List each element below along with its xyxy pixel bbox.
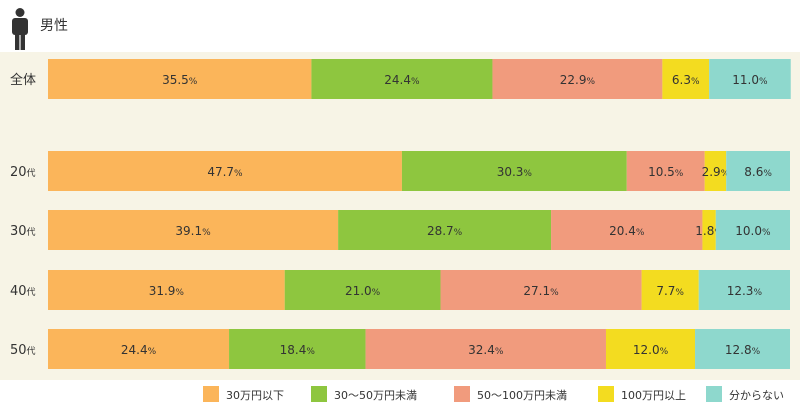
category-label: 50代 bbox=[10, 343, 36, 358]
data-label: 10.0% bbox=[735, 224, 771, 238]
data-label: 6.3% bbox=[672, 73, 700, 87]
bar-segment bbox=[284, 270, 441, 310]
legend-label: 分からない bbox=[729, 389, 784, 402]
data-label: 47.7% bbox=[207, 165, 243, 179]
legend-swatch bbox=[454, 386, 470, 402]
bar-segment bbox=[48, 59, 312, 99]
person-icon bbox=[12, 8, 28, 50]
bar-segment bbox=[48, 329, 230, 369]
data-label: 12.3% bbox=[727, 284, 763, 298]
chart-header: 男性 bbox=[0, 0, 800, 52]
category-label: 40代 bbox=[10, 284, 36, 299]
data-label: 28.7% bbox=[427, 224, 463, 238]
data-label: 2.9% bbox=[702, 165, 730, 179]
data-label: 18.4% bbox=[280, 343, 316, 357]
category-label: 20代 bbox=[10, 165, 36, 180]
legend-swatch bbox=[311, 386, 327, 402]
data-label: 11.0% bbox=[732, 73, 768, 87]
data-label: 7.7% bbox=[656, 284, 684, 298]
bar-segment bbox=[311, 59, 493, 99]
bar-segment bbox=[698, 270, 790, 310]
legend-label: 30～50万円未満 bbox=[334, 389, 417, 402]
data-label: 20.4% bbox=[609, 224, 645, 238]
bar-segment bbox=[440, 270, 642, 310]
legend-label: 100万円以上 bbox=[621, 389, 686, 402]
data-label: 24.4% bbox=[121, 343, 157, 357]
bar-segment bbox=[401, 151, 627, 191]
data-label: 27.1% bbox=[523, 284, 559, 298]
bar-segment bbox=[48, 270, 285, 310]
category-label: 全体 bbox=[10, 72, 36, 88]
bar-segment bbox=[338, 210, 552, 250]
data-label: 32.4% bbox=[468, 343, 504, 357]
data-label: 12.0% bbox=[633, 343, 669, 357]
bar-segment bbox=[702, 210, 716, 250]
chart-legend: 30万円以下 30～50万円未満 50～100万円未満 100万円以上 分からな… bbox=[0, 380, 800, 410]
chart-title: 男性 bbox=[40, 18, 68, 34]
bar-segment bbox=[726, 151, 790, 191]
data-label: 10.5% bbox=[648, 165, 684, 179]
legend-swatch bbox=[706, 386, 722, 402]
legend-label: 30万円以下 bbox=[226, 389, 284, 402]
chart-panel: 全体 35.5% 24.4% 22.9% 6.3% 11.0% 20代 47.7% 30.3% 1… bbox=[0, 52, 800, 380]
bar-segment bbox=[709, 59, 791, 99]
bar-segment bbox=[704, 151, 727, 191]
data-label: 8.6% bbox=[744, 165, 772, 179]
bar-segment bbox=[48, 151, 402, 191]
bar-segment bbox=[695, 329, 790, 369]
legend-swatch bbox=[203, 386, 219, 402]
legend-swatch bbox=[598, 386, 614, 402]
bar-segment bbox=[365, 329, 606, 369]
data-label: 31.9% bbox=[149, 284, 185, 298]
data-label: 21.0% bbox=[345, 284, 381, 298]
data-label: 39.1% bbox=[175, 224, 211, 238]
data-label: 30.3% bbox=[497, 165, 533, 179]
data-label: 22.9% bbox=[560, 73, 596, 87]
data-label: 35.5% bbox=[162, 73, 198, 87]
legend-label: 50～100万円未満 bbox=[477, 389, 567, 402]
bar-segment bbox=[492, 59, 663, 99]
bar-segment bbox=[605, 329, 696, 369]
data-label: 12.8% bbox=[725, 343, 761, 357]
data-label: 24.4% bbox=[384, 73, 420, 87]
bar-segment bbox=[229, 329, 366, 369]
bar-segment bbox=[551, 210, 703, 250]
bar-segment bbox=[48, 210, 339, 250]
category-label: 30代 bbox=[10, 224, 36, 239]
bar-segment bbox=[641, 270, 699, 310]
bar-segment bbox=[662, 59, 710, 99]
bar-segment bbox=[715, 210, 790, 250]
stacked-bar-chart: 全体 35.5% 24.4% 22.9% 6.3% 11.0% 20代 47.7% 30.3% 1… bbox=[10, 59, 791, 369]
bar-segment bbox=[626, 151, 705, 191]
